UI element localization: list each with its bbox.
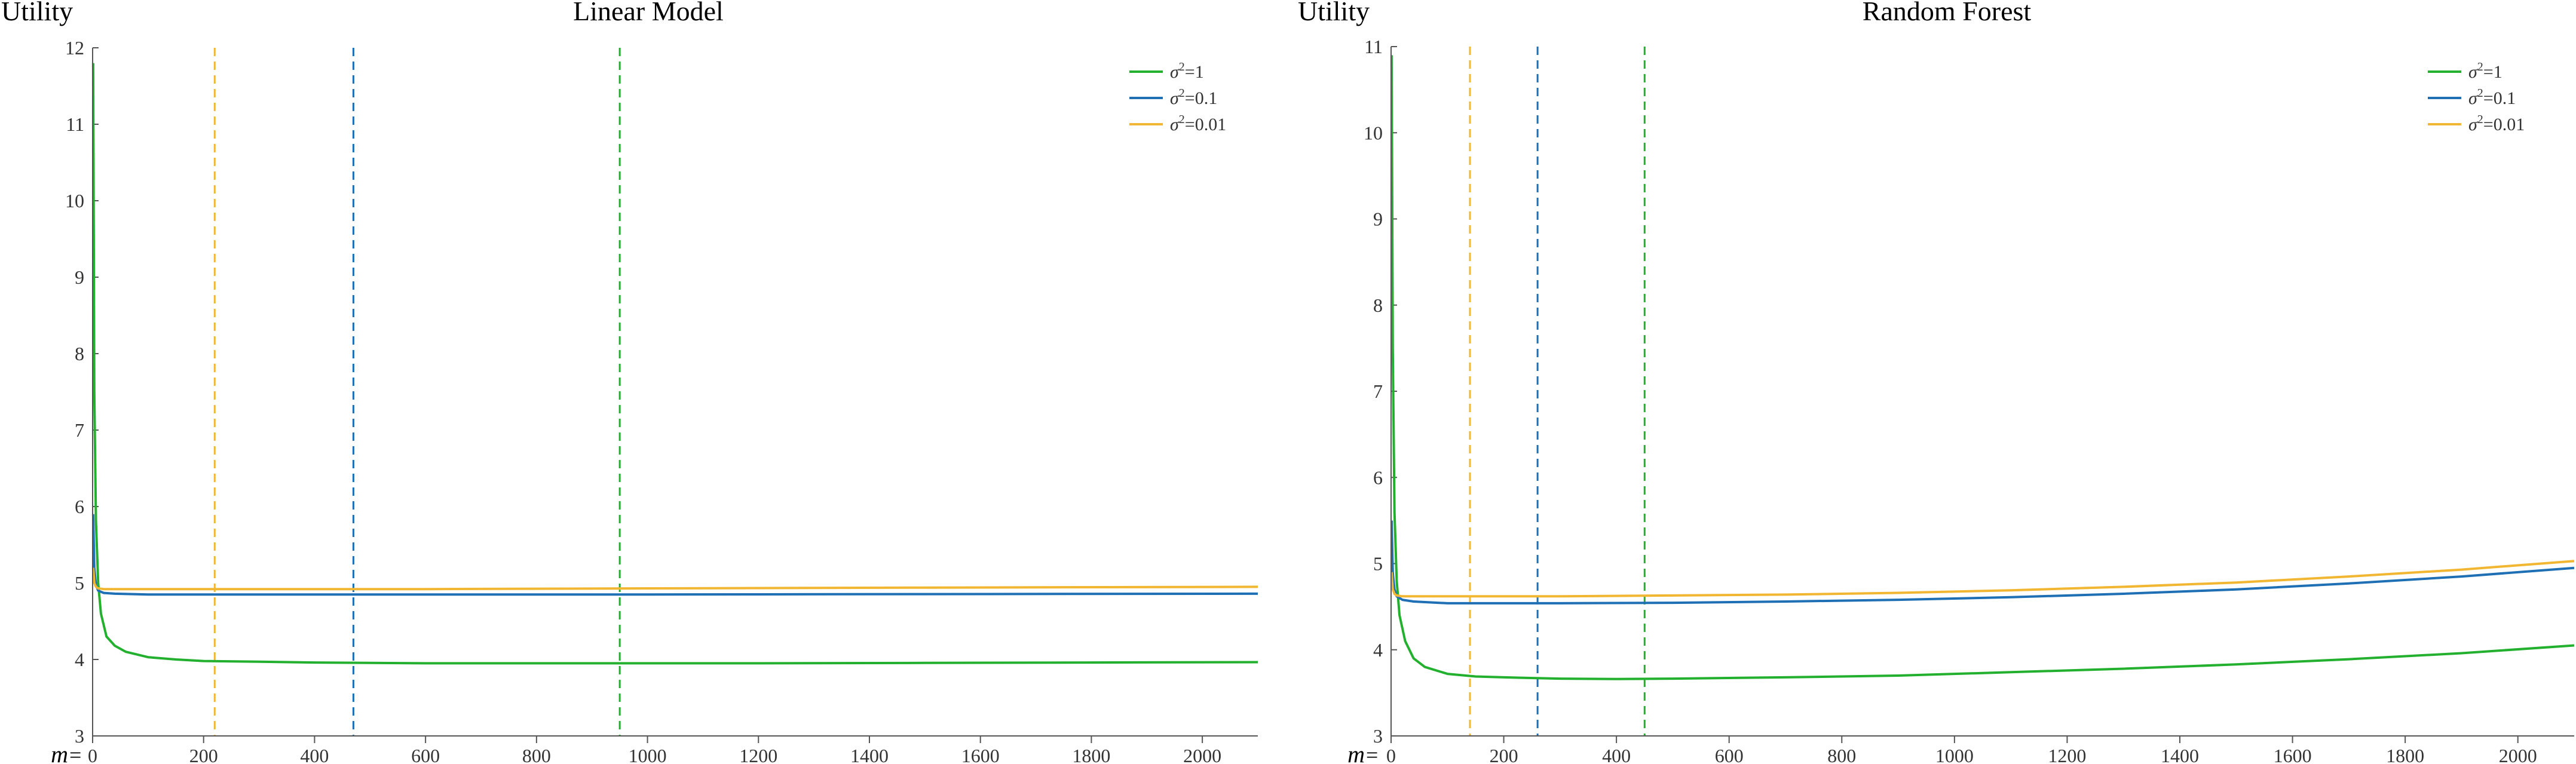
y-tick-label: 8 [75, 343, 84, 364]
legend-label-superscript: 2 [2477, 113, 2483, 126]
y-tick-label: 11 [1364, 36, 1383, 57]
chart-title: Random Forest [1863, 0, 2032, 26]
y-tick-label: 4 [1373, 639, 1383, 661]
legend-label: σ2=1 [1170, 60, 1204, 82]
y-tick-label: 12 [65, 37, 84, 59]
legend: σ2=1σ2=0.1σ2=0.01 [2428, 60, 2525, 134]
y-tick-label: 7 [1373, 381, 1383, 402]
series-lines [1390, 55, 2575, 680]
axes [92, 48, 1258, 737]
x-tick-label: 1600 [961, 745, 1000, 764]
y-tick-label: 6 [75, 496, 84, 517]
x-tick-label: 1200 [739, 745, 777, 764]
legend-label: σ2=0.1 [1170, 87, 1217, 108]
legend-label-superscript: 2 [1179, 87, 1185, 100]
legend-label-symbol: σ [2468, 115, 2478, 134]
series-line [91, 63, 1258, 665]
legend-label-symbol: σ [2468, 62, 2478, 82]
series-line [91, 567, 1258, 591]
y-tick-label: 11 [66, 113, 84, 135]
y-tick-label: 3 [1373, 725, 1383, 747]
threshold-lines [1469, 47, 1646, 736]
legend-label: σ2=0.01 [1170, 113, 1226, 134]
y-tick-label: 5 [1373, 553, 1383, 575]
y-tick-label: 10 [65, 190, 84, 211]
x-axis-label-equals: = [1366, 743, 1378, 764]
x-tick-label: 0 [1386, 745, 1396, 764]
chart-title: Linear Model [573, 0, 724, 26]
x-axis-label: m = [1347, 741, 1378, 764]
y-axis-label: Utility [1298, 0, 1370, 26]
chart-panel-random-forest: Random Forest Utility m = 3 4 5 6 7 8 9 10 11 0 2… [1298, 0, 2575, 764]
legend-label-symbol: σ [1170, 88, 1180, 108]
legend-label-value: =0.01 [1185, 115, 1226, 134]
series-line [1390, 560, 2575, 598]
series-lines [91, 63, 1258, 665]
legend-label-superscript: 2 [2477, 60, 2483, 73]
x-tick-label: 2000 [1183, 745, 1221, 764]
x-axis-label-equals: = [69, 743, 81, 764]
y-axis-ticks: 3 4 5 6 7 8 9 10 11 12 [65, 37, 99, 747]
x-tick-label: 1800 [2386, 745, 2424, 764]
x-tick-label: 600 [1715, 745, 1744, 764]
y-axis-ticks: 3 4 5 6 7 8 9 10 11 [1364, 36, 1397, 747]
legend-label-value: =0.1 [2483, 88, 2516, 108]
x-tick-label: 200 [189, 745, 218, 764]
x-axis-ticks: 0 200 400 600 800 1000 1200 1400 1600 1800 2000 [1386, 736, 2537, 764]
legend-label-value: =1 [1185, 62, 1204, 82]
y-axis-label: Utility [1, 0, 73, 26]
legend-label: σ2=0.01 [2468, 113, 2525, 134]
x-tick-label: 600 [411, 745, 440, 764]
y-tick-label: 3 [75, 725, 84, 747]
legend-label-symbol: σ [1170, 115, 1180, 134]
x-tick-label: 1800 [1072, 745, 1110, 764]
y-tick-label: 6 [1373, 467, 1383, 488]
legend-label-superscript: 2 [1179, 60, 1185, 73]
x-tick-label: 1000 [629, 745, 667, 764]
y-tick-label: 7 [75, 419, 84, 441]
y-tick-label: 8 [1373, 294, 1383, 316]
y-tick-label: 9 [75, 266, 84, 288]
legend-label: σ2=0.1 [2468, 87, 2516, 108]
legend-label-symbol: σ [2468, 88, 2478, 108]
y-tick-label: 9 [1373, 208, 1383, 230]
legend-label-value: =0.01 [2483, 115, 2525, 134]
x-axis-ticks: 0 200 400 600 800 1000 1200 1400 1600 1800 2000 [88, 736, 1221, 764]
x-tick-label: 2000 [2499, 745, 2537, 764]
x-tick-label: 800 [522, 745, 551, 764]
threshold-lines [213, 48, 621, 736]
axes [1390, 47, 2574, 737]
x-tick-label: 1400 [2161, 745, 2199, 764]
x-tick-label: 1000 [1935, 745, 1974, 764]
legend-label-value: =1 [2483, 62, 2503, 82]
x-tick-label: 1600 [2274, 745, 2312, 764]
legend: σ2=1σ2=0.1σ2=0.01 [1129, 60, 1226, 134]
legend-label-value: =0.1 [1185, 88, 1217, 108]
x-tick-label: 400 [1602, 745, 1631, 764]
x-axis-label-variable: m [51, 741, 68, 764]
x-tick-label: 800 [1827, 745, 1856, 764]
series-line [91, 514, 1258, 596]
x-axis-label-variable: m [1347, 741, 1365, 764]
y-tick-label: 4 [75, 649, 84, 670]
legend-label: σ2=1 [2468, 60, 2503, 82]
chart-panel-linear-model: Linear Model Utility m = 3 4 5 6 7 8 9 10 11 12 0… [1, 0, 1258, 764]
x-tick-label: 1400 [850, 745, 889, 764]
y-tick-label: 10 [1364, 122, 1383, 143]
legend-label-superscript: 2 [1179, 113, 1185, 126]
x-axis-label: m = [51, 741, 81, 764]
x-tick-label: 0 [88, 745, 97, 764]
x-tick-label: 400 [300, 745, 329, 764]
y-tick-label: 5 [75, 572, 84, 594]
legend-label-superscript: 2 [2477, 87, 2483, 100]
x-tick-label: 200 [1490, 745, 1518, 764]
x-tick-label: 1200 [2048, 745, 2086, 764]
series-line [1390, 55, 2575, 680]
legend-label-symbol: σ [1170, 62, 1180, 82]
